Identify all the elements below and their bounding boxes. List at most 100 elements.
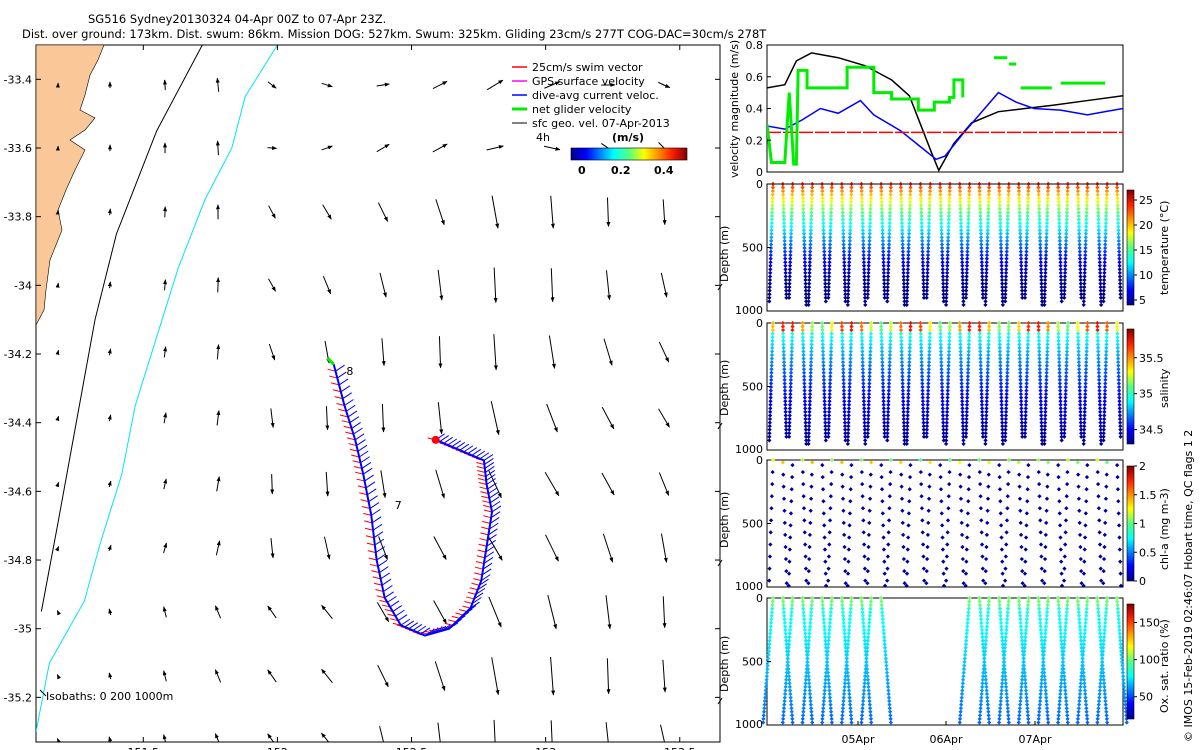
section-sample-point [947, 469, 952, 475]
section-sample-point [806, 292, 811, 297]
section-sample-point [1042, 420, 1048, 425]
section-sample-point [920, 406, 926, 411]
section-sample-point [849, 716, 854, 722]
geo-velocity-arrow [544, 472, 560, 497]
section-sample-point [980, 281, 985, 286]
section-sample-point [770, 188, 775, 194]
section-sample-point [862, 277, 867, 283]
section-sample-point [783, 409, 788, 415]
section-sample-point [828, 613, 833, 618]
land-mass [36, 45, 105, 326]
section-sample-point [882, 559, 887, 564]
section-sample-point [1001, 663, 1006, 668]
section-sample-point [984, 399, 989, 404]
section-sample-point [980, 427, 985, 432]
section-sample-point [1045, 342, 1050, 347]
section-sample-point [1055, 595, 1061, 601]
section-sample-point [900, 228, 905, 233]
dive-avg-current-vector [471, 448, 482, 456]
section-sample-point [781, 199, 786, 204]
section-sample-point [1038, 245, 1043, 251]
section-sample-point [888, 457, 894, 463]
section-sample-point [1080, 656, 1085, 661]
section-sample-point [820, 349, 826, 354]
section-sample-point [767, 634, 773, 640]
section-sample-point [861, 530, 866, 535]
section-sample-point [1062, 642, 1067, 647]
section-sample-point [1044, 620, 1049, 626]
section-sample-point [1097, 542, 1103, 547]
section-sample-point [802, 377, 807, 383]
section-sample-point [1122, 699, 1128, 704]
section-sample-point [961, 295, 966, 300]
section-sample-point [1016, 331, 1022, 336]
section-sample-point [827, 406, 832, 411]
dive-avg-current-vector [380, 572, 390, 580]
section-sample-point [1058, 688, 1063, 693]
section-sample-point [1037, 374, 1043, 379]
section-sample-point [984, 270, 989, 276]
section-sample-point [946, 220, 951, 226]
section-sample-point [1000, 299, 1005, 304]
section-sample-point [807, 399, 812, 404]
section-sample-point [997, 185, 1002, 190]
geo-velocity-arrow [377, 202, 389, 222]
section-sample-point [997, 327, 1002, 333]
section-sample-point [920, 388, 925, 393]
section-sample-point [802, 391, 807, 397]
section-sample-point [769, 235, 774, 240]
section-sample-point [786, 649, 791, 654]
section-sample-point [958, 359, 964, 365]
section-sample-point [946, 352, 952, 358]
section-sample-point [901, 263, 906, 268]
section-sample-point [1038, 263, 1044, 268]
section-sample-point [1003, 631, 1009, 636]
section-sample-point [1076, 196, 1081, 201]
section-sample-point [1056, 324, 1061, 329]
swim-vector [458, 609, 468, 613]
section-sample-point [790, 462, 795, 468]
section-sample-point [1006, 324, 1011, 329]
section-sample-point [867, 520, 872, 525]
section-sample-point [849, 185, 854, 190]
section-sample-point [801, 363, 806, 368]
section-sample-point [782, 231, 787, 236]
section-sample-point [826, 642, 831, 647]
section-sample-point [947, 482, 952, 487]
section-sample-point [901, 267, 906, 272]
section-sample-point [1116, 620, 1122, 626]
section-sample-point [826, 431, 831, 436]
section-sample-point [824, 663, 829, 668]
section-sample-point [1116, 381, 1122, 386]
geo-velocity-arrow [433, 536, 447, 560]
section-sample-point [840, 192, 845, 197]
section-sample-point [880, 377, 886, 383]
section-sample-point [807, 263, 812, 268]
section-sample-point [1003, 413, 1009, 418]
section-sample-point [849, 192, 854, 197]
section-sample-point [782, 235, 787, 240]
section-sample-point [800, 602, 806, 608]
section-sample-point [983, 285, 989, 290]
section-sample-point [841, 702, 846, 707]
section-sample-point [1082, 406, 1087, 411]
section-sample-point [881, 267, 886, 272]
swim-vector [364, 527, 374, 531]
section-sample-point [1098, 677, 1103, 682]
section-sample-point [1118, 559, 1123, 564]
section-sample-point [1044, 496, 1050, 501]
colorbar-tick-label: 10 [1139, 269, 1153, 282]
section-sample-point [1057, 620, 1063, 626]
section-sample-point [963, 571, 969, 576]
section-sample-point [1043, 249, 1049, 254]
section-sample-point [787, 277, 792, 283]
section-sample-point [843, 288, 848, 293]
section-sample-point [822, 395, 827, 400]
section-sample-point [1075, 327, 1081, 333]
section-sample-point [998, 613, 1003, 618]
section-sample-point [880, 224, 885, 229]
section-sample-point [1056, 352, 1062, 358]
section-sample-point [999, 270, 1004, 276]
section-sample-point [887, 349, 893, 354]
section-sample-point [901, 402, 906, 407]
